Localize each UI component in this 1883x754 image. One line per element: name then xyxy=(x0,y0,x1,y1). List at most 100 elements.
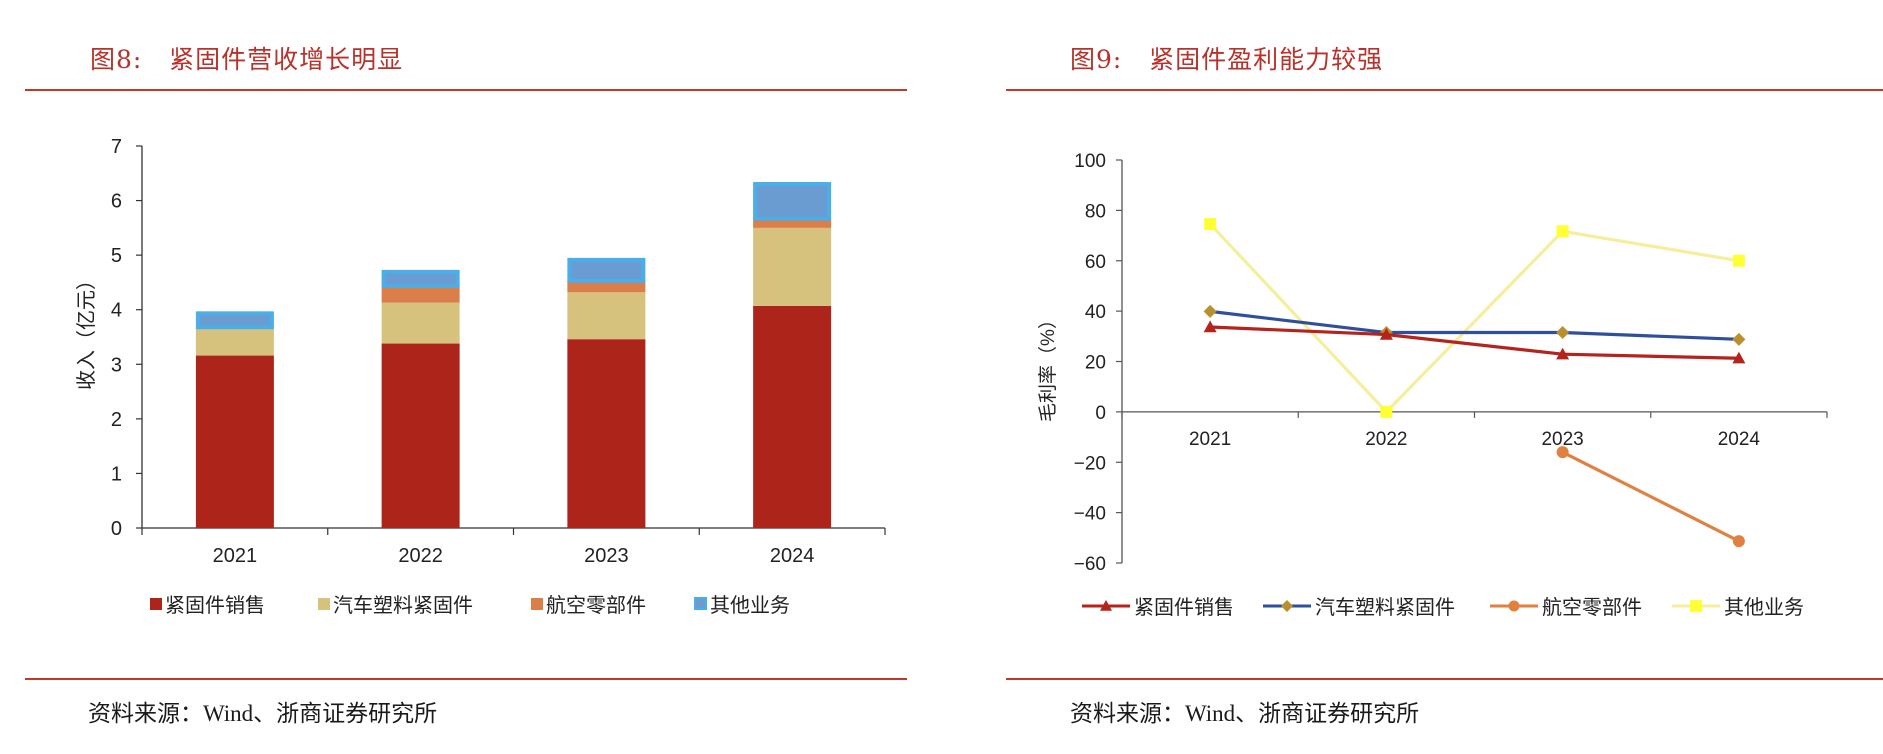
series-1 xyxy=(1203,304,1746,346)
triangle-marker xyxy=(1556,347,1570,360)
square-marker xyxy=(1732,254,1745,267)
square-marker xyxy=(1380,405,1393,418)
square-marker xyxy=(1556,225,1569,238)
figure-8-bottom-rule xyxy=(25,678,907,680)
triangle-marker xyxy=(1732,351,1746,364)
line-y-tick-label: −20 xyxy=(1074,453,1106,474)
bar-y-tick-label: 7 xyxy=(111,136,122,158)
line-legend-item: 其他业务 xyxy=(1672,591,1804,620)
legend-label: 紧固件销售 xyxy=(165,593,265,617)
figure-8-source: 资料来源：Wind、浙商证券研究所 xyxy=(88,701,438,726)
bar-segment xyxy=(195,355,274,528)
bar-segment xyxy=(195,311,274,330)
legend-line-swatch xyxy=(1082,599,1130,611)
figure-9-top-rule xyxy=(1006,89,1883,91)
series-line xyxy=(1210,325,1739,360)
bar-legend-item: 紧固件销售 xyxy=(150,589,265,618)
series-3 xyxy=(1204,217,1745,418)
square-marker xyxy=(1690,599,1702,612)
legend-swatch xyxy=(318,597,330,610)
line-y-tick-label: 100 xyxy=(1074,151,1106,172)
figure-8-title: 图8: 紧固件营收增长明显 xyxy=(90,45,404,74)
bar-y-axis-label: 收入（亿元） xyxy=(75,270,98,390)
series-2 xyxy=(1556,446,1745,548)
bar-segment xyxy=(567,339,646,528)
bar-legend-item: 汽车塑料紧固件 xyxy=(318,589,473,618)
figure-9-source: 资料来源：Wind、浙商证券研究所 xyxy=(1070,701,1420,726)
diamond-marker xyxy=(1556,326,1570,340)
line-x-tick-label: 2024 xyxy=(1718,429,1761,450)
figure-8-top-rule xyxy=(25,89,907,91)
bar-x-tick-label: 2024 xyxy=(770,545,815,567)
series-0 xyxy=(1203,320,1746,364)
bar-y-tick-label: 3 xyxy=(111,354,122,376)
legend-line-swatch xyxy=(1490,600,1538,611)
bar-x-tick-label: 2023 xyxy=(584,545,629,567)
line-legend-item: 航空零部件 xyxy=(1490,591,1642,620)
bar-segment xyxy=(381,285,460,303)
circle-marker xyxy=(1556,446,1569,459)
legend-label: 汽车塑料紧固件 xyxy=(1315,595,1455,619)
legend-label: 汽车塑料紧固件 xyxy=(333,593,473,617)
circle-marker xyxy=(1732,535,1745,548)
legend-line-swatch xyxy=(1672,599,1720,612)
bar-segment xyxy=(567,280,646,293)
legend-label: 其他业务 xyxy=(710,593,790,617)
line-y-axis-label: 毛利率（%） xyxy=(1037,310,1059,422)
bar-x-tick-label: 2022 xyxy=(398,545,443,567)
line-y-tick-label: 20 xyxy=(1085,353,1106,374)
bar-y-tick-label: 0 xyxy=(111,518,122,540)
bar-y-tick-label: 1 xyxy=(111,463,122,485)
bar-segment xyxy=(567,257,646,283)
line-y-tick-label: 60 xyxy=(1085,252,1106,273)
line-x-tick-label: 2022 xyxy=(1365,429,1407,450)
legend-swatch xyxy=(150,597,162,610)
line-x-tick-label: 2021 xyxy=(1189,429,1231,450)
legend-swatch xyxy=(694,597,707,610)
triangle-marker xyxy=(1379,328,1393,340)
bar-segment xyxy=(381,302,460,344)
bar-y-tick-label: 5 xyxy=(111,245,122,267)
circle-marker xyxy=(1508,600,1520,611)
line-x-tick-label: 2023 xyxy=(1541,429,1583,450)
triangle-marker xyxy=(1100,599,1112,611)
square-marker xyxy=(1204,217,1217,230)
bar-y-tick-label: 4 xyxy=(111,300,122,322)
legend-line-swatch xyxy=(1263,599,1311,612)
line-y-tick-label: −40 xyxy=(1074,504,1106,525)
line-y-tick-label: 0 xyxy=(1095,403,1106,424)
bar-segment xyxy=(753,227,832,306)
bar-segment xyxy=(753,218,832,228)
bar-segment xyxy=(195,327,274,356)
line-legend-item: 汽车塑料紧固件 xyxy=(1263,591,1455,620)
bar-segment xyxy=(753,182,832,221)
line-y-tick-label: 40 xyxy=(1085,302,1106,323)
margin-line-chart: 毛利率（%） 100 80 60 40 20 0 −20 −40 −60 2021 2022 2023… xyxy=(1037,151,1828,575)
figure-9-title: 图9: 紧固件盈利能力较强 xyxy=(1070,45,1384,74)
revenue-stacked-bar-chart: 收入（亿元） 0 1 2 3 4 5 6 7 2021 2022 2023 2024 xyxy=(75,136,886,567)
legend-label: 其他业务 xyxy=(1724,595,1804,619)
diamond-marker xyxy=(1732,332,1746,346)
line-y-tick-label: −60 xyxy=(1074,554,1106,575)
triangle-marker xyxy=(1203,320,1217,333)
bar-segment xyxy=(567,292,646,340)
bar-segment xyxy=(381,343,460,528)
series-line xyxy=(1208,222,1740,414)
figure-9-bottom-rule xyxy=(1006,678,1883,680)
bar-y-tick-label: 2 xyxy=(111,409,122,431)
bar-segment xyxy=(753,305,832,528)
series-line xyxy=(1209,309,1739,341)
diamond-marker xyxy=(1281,599,1293,612)
legend-label: 紧固件销售 xyxy=(1134,595,1234,619)
diamond-marker xyxy=(1203,304,1217,318)
bar-y-tick-label: 6 xyxy=(111,191,122,213)
line-legend-item: 紧固件销售 xyxy=(1082,591,1234,620)
bar-segment xyxy=(381,269,460,288)
legend-label: 航空零部件 xyxy=(546,593,646,617)
legend-swatch xyxy=(531,597,543,610)
series-line xyxy=(1561,450,1740,543)
bar-legend-item: 航空零部件 xyxy=(531,589,646,618)
legend-label: 航空零部件 xyxy=(1542,595,1642,619)
line-y-tick-label: 80 xyxy=(1085,201,1106,222)
